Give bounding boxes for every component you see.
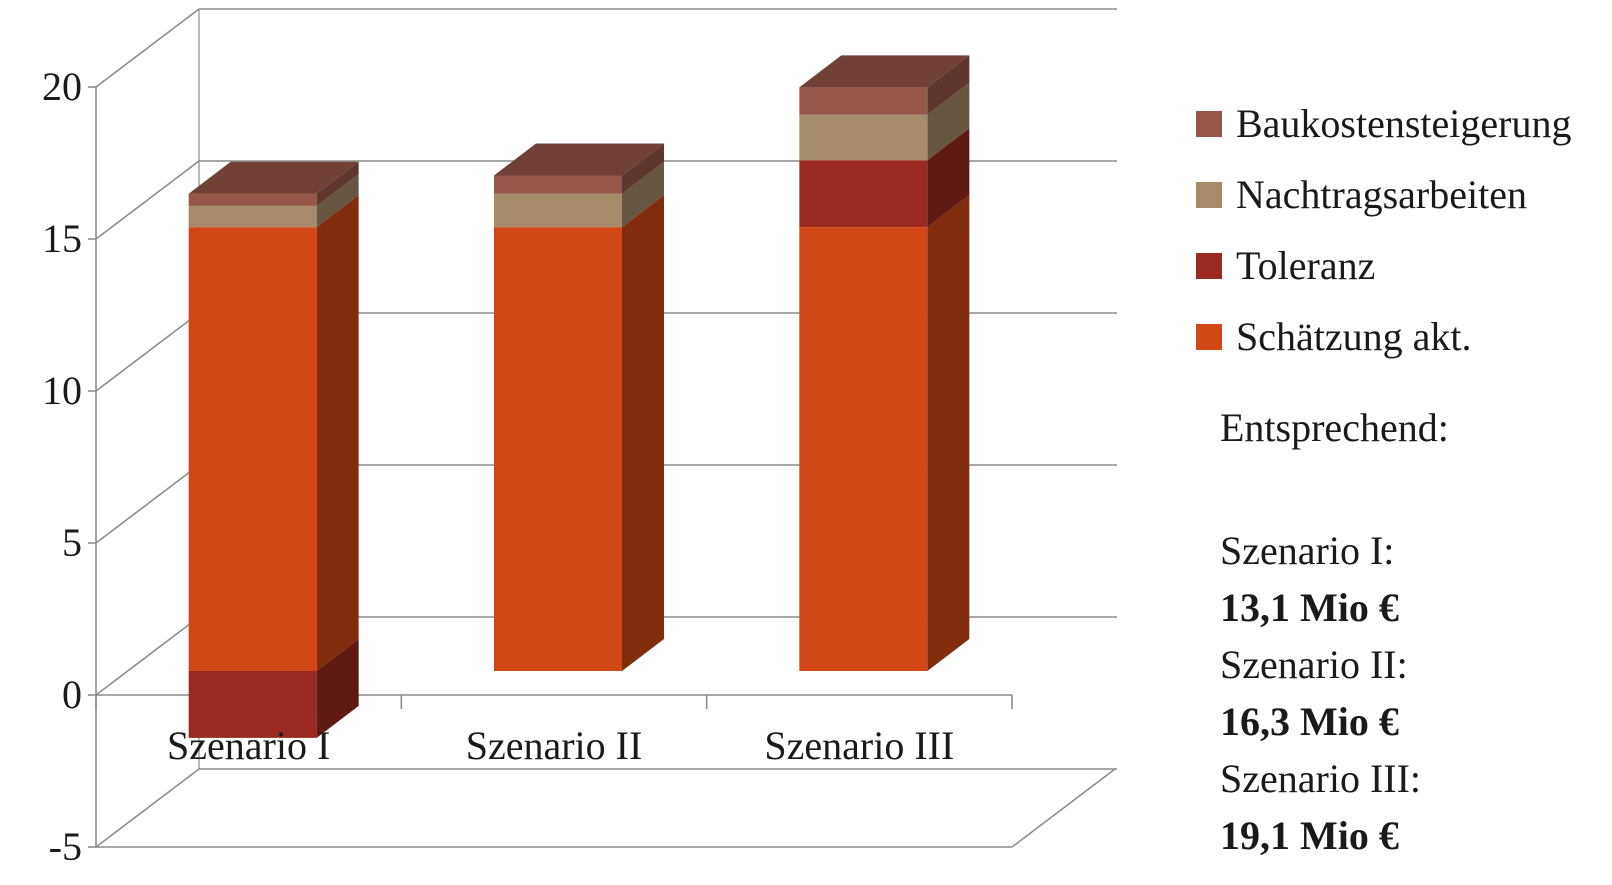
gridline-side-0 xyxy=(95,768,200,848)
legend-swatch-3 xyxy=(1196,252,1222,279)
bar-3-top xyxy=(799,55,970,88)
bar-1-series-4 xyxy=(188,193,317,206)
chart-legend: Baukostensteigerung Nachtragsarbeiten Tole… xyxy=(1196,88,1572,372)
bar-1-series-1 xyxy=(188,227,317,671)
x-tick-label-3: Szenario III xyxy=(764,723,954,768)
legend-item-4: Schätzung akt. xyxy=(1196,301,1572,372)
bar-3-series-4 xyxy=(799,87,928,115)
y-tick-label-2: 5 xyxy=(62,520,82,565)
bar-1-series-4-side xyxy=(316,161,359,206)
legend-swatch-4 xyxy=(1196,323,1222,350)
gridline-side-2 xyxy=(95,464,200,544)
bar-3-series-4-side xyxy=(927,55,970,115)
legend-label-2: Nachtragsarbeiten xyxy=(1236,172,1527,217)
summary-value-3: 19,1 Mio € xyxy=(1220,813,1399,858)
legend-label-4: Schätzung akt. xyxy=(1236,314,1472,359)
summary-label-3: Szenario III: xyxy=(1220,756,1422,801)
bar-3-series-2-side xyxy=(927,128,970,228)
legend-item-2: Nachtragsarbeiten xyxy=(1196,159,1572,230)
y-tick-label-1: 0 xyxy=(62,672,82,717)
gridline-side-4 xyxy=(95,160,200,240)
floor-right-edge xyxy=(1011,768,1116,848)
gridline-side-5 xyxy=(95,8,200,88)
gridline-side-3 xyxy=(95,312,200,392)
x-tick-label-1: Szenario I xyxy=(167,723,330,768)
gridline-side-1 xyxy=(95,616,200,696)
legend-label-1: Baukostensteigerung xyxy=(1236,101,1572,146)
legend-item-1: Baukostensteigerung xyxy=(1196,88,1572,159)
y-tick-label-4: 15 xyxy=(42,216,82,261)
summary-heading: Entsprechend: xyxy=(1220,405,1449,450)
summary-label-1: Szenario I: xyxy=(1220,528,1395,573)
bar-3-series-1 xyxy=(799,227,928,671)
bar-2-series-3 xyxy=(494,193,622,228)
summary-label-2: Szenario II: xyxy=(1220,642,1408,687)
bar-1-series-2-side xyxy=(316,639,359,738)
bar-3-series-3-side xyxy=(927,82,970,161)
bar-1-series-3 xyxy=(188,205,317,228)
bar-1-series-2 xyxy=(188,671,317,738)
bar-3-series-2 xyxy=(799,160,928,228)
summary-value-1: 13,1 Mio € xyxy=(1220,585,1399,630)
bar-3-series-1-side xyxy=(927,195,970,671)
x-tick-label-2: Szenario II xyxy=(466,723,643,768)
scenario-summary: Entsprechend: Szenario I: 13,1 Mio € Sze… xyxy=(1220,402,1449,864)
legend-label-3: Toleranz xyxy=(1236,243,1376,288)
legend-swatch-1 xyxy=(1196,110,1222,137)
bar-1-series-1-side xyxy=(316,195,359,671)
legend-item-3: Toleranz xyxy=(1196,230,1572,301)
legend-swatch-2 xyxy=(1196,181,1222,208)
bar-2-series-4 xyxy=(494,175,622,194)
bar-1-series-3-side xyxy=(316,173,359,228)
y-tick-label-5: 20 xyxy=(42,64,82,109)
y-tick-label-0: -5 xyxy=(49,824,82,869)
bar-2-series-3-side xyxy=(622,161,664,228)
summary-value-2: 16,3 Mio € xyxy=(1220,699,1399,744)
bar-1-top xyxy=(188,161,359,194)
bar-2-top xyxy=(494,143,664,176)
bar-3-series-3 xyxy=(799,114,928,161)
bar-2-series-4-side xyxy=(622,143,664,194)
bar-2-series-1-side xyxy=(622,195,664,671)
bar-2-series-1 xyxy=(494,227,622,671)
y-tick-label-3: 10 xyxy=(42,368,82,413)
